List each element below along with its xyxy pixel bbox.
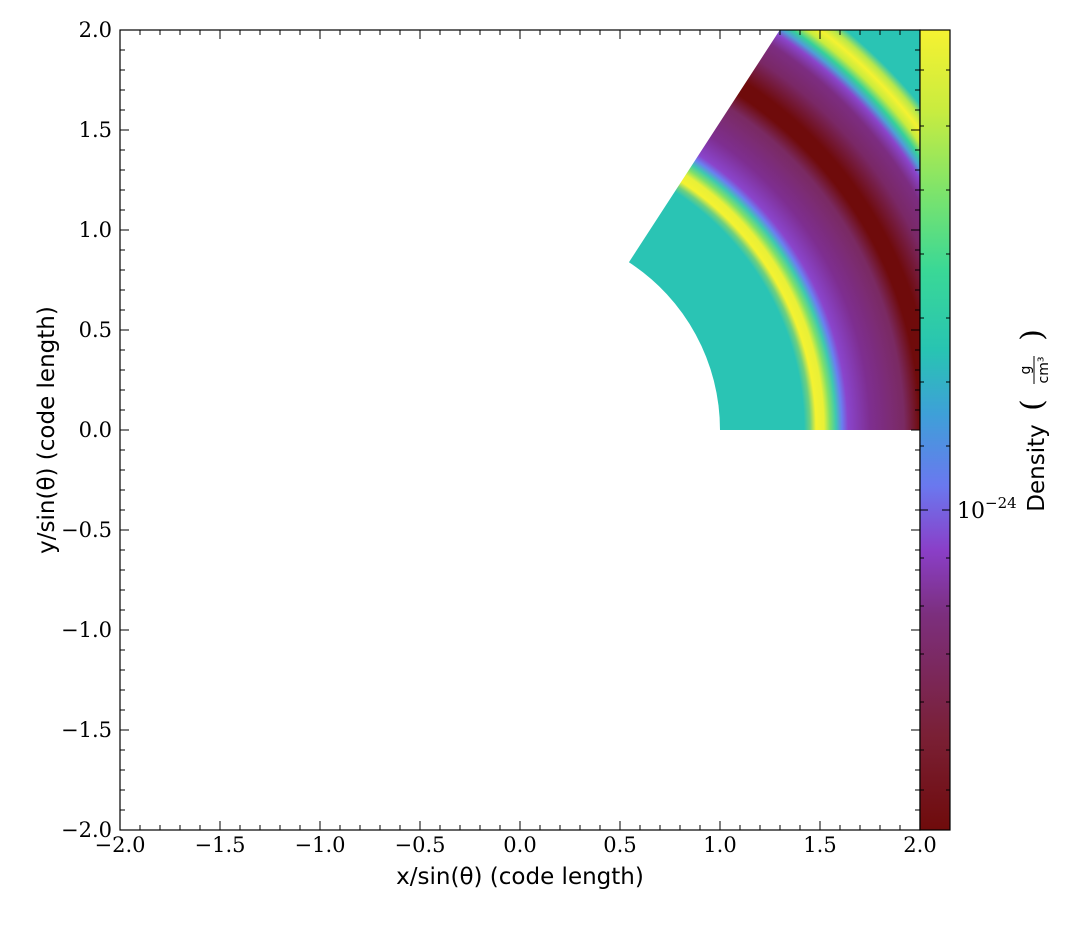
y-axis-label: y/sin(θ) (code length) <box>34 306 60 554</box>
svg-text:): ) <box>1015 329 1050 341</box>
density-annular-sector <box>628 30 920 430</box>
colorbar-ticks: 10−24 <box>920 69 1017 791</box>
y-tick-label: −0.5 <box>61 518 112 542</box>
y-tick-label: −1.0 <box>61 618 112 642</box>
colorbar-label: Density <box>1024 424 1050 511</box>
y-tick-label: 0.0 <box>79 418 112 442</box>
colorbar <box>920 30 950 830</box>
y-tick-label: −2.0 <box>61 818 112 842</box>
x-axis-label: x/sin(θ) (code length) <box>396 864 644 890</box>
density-field <box>628 30 920 430</box>
y-tick-label: 2.0 <box>79 18 112 42</box>
x-tick-label: 0.0 <box>503 833 536 857</box>
x-tick-label: −1.0 <box>295 833 346 857</box>
x-tick-label: −0.5 <box>395 833 446 857</box>
x-tick-label: 2.0 <box>903 833 936 857</box>
y-tick-label: −1.5 <box>61 718 112 742</box>
svg-text:(: ( <box>1015 399 1050 411</box>
x-tick-label: 1.5 <box>803 833 836 857</box>
colorbar-tick-label: 10−24 <box>957 494 1017 524</box>
y-tick-label: 1.0 <box>79 218 112 242</box>
unit-denominator: cm³ <box>1036 357 1052 384</box>
x-tick-label: −2.0 <box>95 833 146 857</box>
y-tick-label: 1.5 <box>79 118 112 142</box>
unit-numerator: g <box>1018 366 1034 375</box>
x-tick-label: −1.5 <box>195 833 246 857</box>
x-tick-label: 1.0 <box>703 833 736 857</box>
colorbar-unit: () g cm³ <box>1015 329 1052 411</box>
x-tick-label: 0.5 <box>603 833 636 857</box>
colorbar-frame <box>919 29 951 831</box>
x-axis-ticks: −2.0 −1.5 −1.0 −0.5 0.0 0.5 1.0 1.5 2.0 <box>95 30 937 857</box>
y-tick-label: 0.5 <box>79 318 112 342</box>
y-axis-ticks: −2.0 −1.5 −1.0 −0.5 0.0 0.5 1.0 1.5 2.0 <box>61 18 920 842</box>
